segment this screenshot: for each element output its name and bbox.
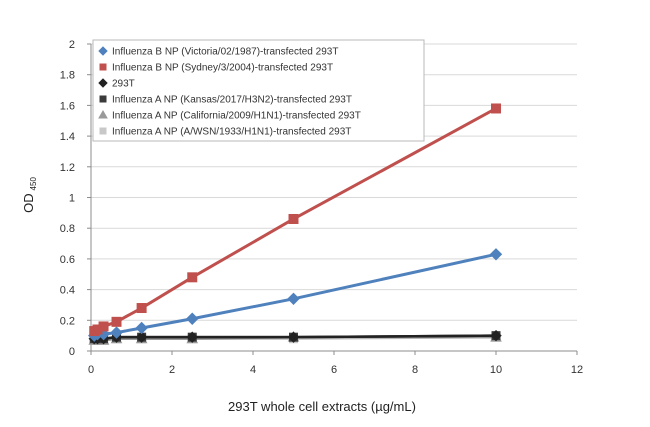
x-axis-ticks: 0 2 4 6 8 10 12 [88,351,583,376]
series-layer [88,103,503,345]
y-tick-label: 1.2 [60,162,75,174]
legend-marker [98,109,108,119]
data-point [110,326,123,339]
legend-marker [98,46,108,56]
y-axis-title-subscript: 450 [29,177,38,191]
data-point [135,331,148,343]
y-tick-label: 1.6 [60,100,75,112]
y-tick-label: 1 [69,193,75,205]
series-1 [89,103,501,337]
legend: Influenza B NP (Victoria/02/1987)-transf… [92,39,425,142]
legend-label: Influenza A NP (California/2009/H1N1)-tr… [112,111,361,122]
y-tick-label: 0.2 [60,315,75,327]
legend-marker [99,95,107,103]
x-tick-label: 2 [169,364,175,376]
legend-label: Influenza A NP (A/WSN/1933/H1N1)-transfe… [112,127,351,138]
legend-item: Influenza A NP (Kansas/2017/H3N2)-transf… [99,95,352,106]
data-point [135,321,148,335]
x-tick-label: 10 [490,364,502,376]
y-axis-title: OD 450 [21,177,38,213]
series-0 [88,248,503,342]
legend-marker [98,78,108,88]
x-axis-title: 293T whole cell extracts (µg/mL) [228,399,416,414]
data-point [186,312,199,325]
y-tick-label: 0.4 [60,285,75,297]
y-tick-label: 0.6 [60,254,75,266]
data-point [186,331,198,343]
y-tick-label: 0.8 [60,223,75,235]
svg-text:OD450: OD 450 [21,177,38,213]
data-point [98,321,109,332]
data-point [287,292,300,306]
legend-label: 293T [112,79,135,90]
y-axis-ticks: 0 0.2 0.4 0.6 0.8 1 1.2 1.4 1.6 1.8 2 [60,39,91,358]
data-point [287,331,300,343]
x-tick-label: 6 [331,364,337,376]
legend-label: Influenza B NP (Victoria/02/1987)-transf… [112,47,338,58]
x-tick-label: 0 [88,364,94,376]
x-tick-label: 4 [250,364,256,376]
data-point [490,329,502,342]
legend-box [92,39,425,142]
legend-item: Influenza A NP (California/2009/H1N1)-tr… [98,109,361,122]
legend-marker [99,63,107,71]
x-tick-label: 12 [571,364,583,376]
legend-item: Influenza A NP (A/WSN/1933/H1N1)-transfe… [99,127,351,138]
y-axis-title-main: OD [21,193,36,213]
data-point [111,316,122,327]
data-point [288,213,299,224]
legend-item: Influenza B NP (Victoria/02/1987)-transf… [98,46,338,58]
data-point [491,103,501,114]
y-tick-label: 1.8 [60,70,75,82]
y-tick-label: 2 [69,39,75,51]
x-tick-label: 8 [412,364,418,376]
y-tick-label: 1.4 [60,131,75,143]
legend-label: Influenza A NP (Kansas/2017/H3N2)-transf… [112,95,352,106]
legend-item: 293T [98,78,135,90]
legend-label: Influenza B NP (Sydney/3/2004)-transfect… [112,63,333,74]
legend-item: Influenza B NP (Sydney/3/2004)-transfect… [99,63,333,74]
y-tick-label: 0 [69,346,75,358]
legend-marker [99,127,107,135]
data-point [136,303,147,314]
data-point [489,248,503,261]
data-point [187,272,198,283]
